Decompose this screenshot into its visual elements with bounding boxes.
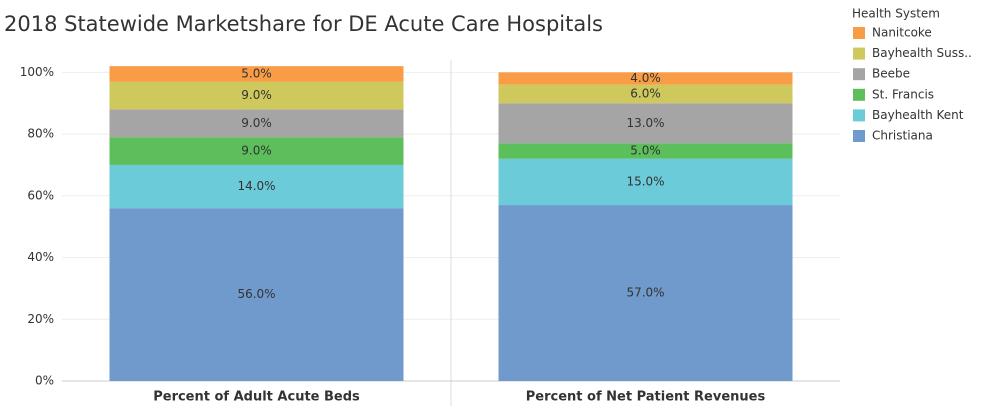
value-label: 6.0% xyxy=(630,86,661,100)
bar-segment xyxy=(498,72,793,85)
chart-title: 2018 Statewide Marketshare for DE Acute … xyxy=(4,12,603,36)
value-label: 5.0% xyxy=(241,66,272,80)
bar-segment xyxy=(498,103,793,144)
value-label: 4.0% xyxy=(630,71,661,85)
bar-segment xyxy=(109,208,404,381)
value-label: 5.0% xyxy=(630,144,661,158)
legend-title: Health System xyxy=(852,7,940,21)
value-label: 56.0% xyxy=(237,287,275,301)
bar-segment xyxy=(498,143,793,159)
bar-segment xyxy=(498,205,793,381)
bar-segment xyxy=(109,164,404,209)
legend-label: Christiana xyxy=(872,129,933,143)
legend-swatch xyxy=(853,27,865,39)
legend-swatch xyxy=(853,88,865,101)
y-tick-label: 60% xyxy=(27,188,54,202)
bar-segment xyxy=(498,84,793,104)
legend-swatch xyxy=(853,47,865,60)
value-label: 15.0% xyxy=(626,174,664,188)
legend-swatch xyxy=(853,68,865,81)
value-label: 57.0% xyxy=(626,286,664,300)
bar-segment xyxy=(498,158,793,206)
x-tick-label: Percent of Adult Acute Beds xyxy=(153,390,360,405)
legend-label: Bayhealth Suss.. xyxy=(872,46,972,60)
x-tick-label: Percent of Net Patient Revenues xyxy=(526,390,766,405)
legend-label: Beebe xyxy=(872,67,910,81)
legend-swatch xyxy=(853,109,865,122)
y-tick-label: 80% xyxy=(27,127,54,141)
y-tick-label: 100% xyxy=(20,65,54,79)
y-tick-label: 40% xyxy=(27,250,54,264)
bar-segment xyxy=(109,66,404,82)
y-tick-label: 20% xyxy=(27,312,54,326)
bar-segment xyxy=(109,109,404,138)
value-label: 9.0% xyxy=(241,116,272,130)
bar-segment xyxy=(109,81,404,110)
legend-label: Bayhealth Kent xyxy=(872,108,964,122)
value-label: 13.0% xyxy=(626,116,664,130)
legend-label: St. Francis xyxy=(872,87,934,101)
value-label: 14.0% xyxy=(237,179,275,193)
value-label: 9.0% xyxy=(241,144,272,158)
y-tick-label: 0% xyxy=(35,374,54,388)
legend-label: Nanitcoke xyxy=(872,26,932,40)
legend-swatch xyxy=(853,130,865,142)
bar-segment xyxy=(109,137,404,165)
value-label: 9.0% xyxy=(241,88,272,102)
